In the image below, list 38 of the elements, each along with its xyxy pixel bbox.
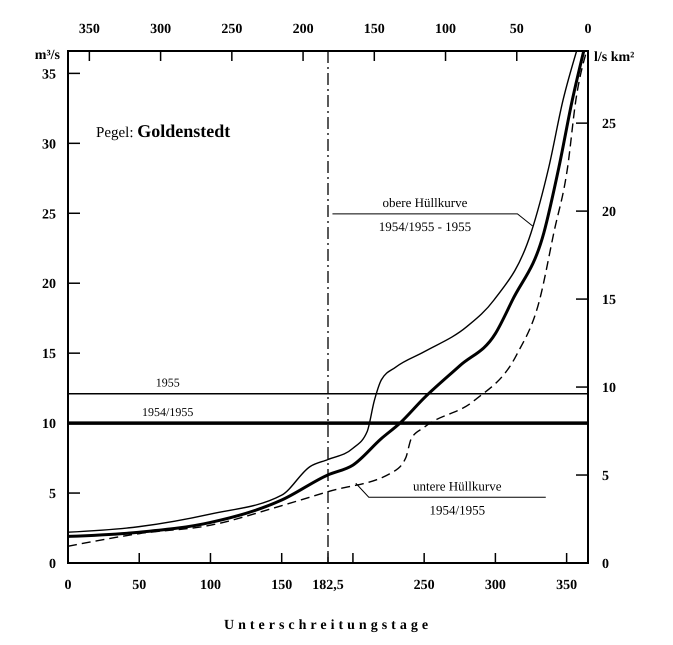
annotation: 1955: [156, 376, 180, 390]
y-tick-label: 30: [42, 137, 56, 152]
annotation: obere Hüllkurve 1954/1955 - 1955: [378, 194, 472, 234]
x2-tick-label: 50: [510, 22, 524, 37]
x2-tick-label: 200: [292, 22, 314, 37]
y-tick-label: 20: [42, 277, 56, 292]
x2-tick-label: 300: [150, 22, 172, 37]
y2-tick-label: 10: [602, 381, 616, 396]
y2-tick-label: 15: [602, 293, 616, 308]
y-axis-title: m³/s: [34, 48, 61, 63]
annotation: 1954/1955: [142, 405, 194, 420]
x-tick-label: 300: [484, 578, 506, 593]
y2-tick-label: 25: [602, 117, 616, 132]
x-axis-title: Unterschreitungstage: [224, 618, 432, 633]
x-tick-label: 0: [64, 578, 72, 593]
x2-tick-label: 0: [584, 22, 592, 37]
y2-axis-title: l/s km²: [594, 50, 634, 65]
x2-tick-label: 350: [78, 22, 100, 37]
x-tick-label: 350: [556, 578, 578, 593]
y-tick-label: 15: [42, 347, 56, 362]
text: Pegel: Goldenstedt: [96, 121, 230, 141]
y-tick-label: 10: [42, 417, 56, 432]
y-tick-label: 0: [49, 557, 56, 572]
y2-tick-label: 20: [602, 205, 616, 220]
y-tick-label: 35: [42, 67, 56, 82]
x-tick-label: 50: [132, 578, 146, 593]
x2-tick-label: 150: [364, 22, 385, 37]
y-tick-label: 25: [42, 207, 56, 222]
x-tick-label: 100: [200, 578, 221, 593]
x2-tick-label: 250: [221, 22, 242, 37]
x2-tick-label: 100: [435, 22, 456, 37]
x-tick-label: 150: [271, 578, 292, 593]
x-tick-label: 182,5: [312, 578, 344, 593]
y2-tick-label: 0: [602, 557, 609, 572]
x-tick-label: 250: [414, 578, 435, 593]
y2-tick-label: 5: [602, 469, 609, 484]
annotation: untere Hüllkurve 1954/1955: [413, 478, 502, 518]
y-tick-label: 5: [49, 487, 56, 502]
